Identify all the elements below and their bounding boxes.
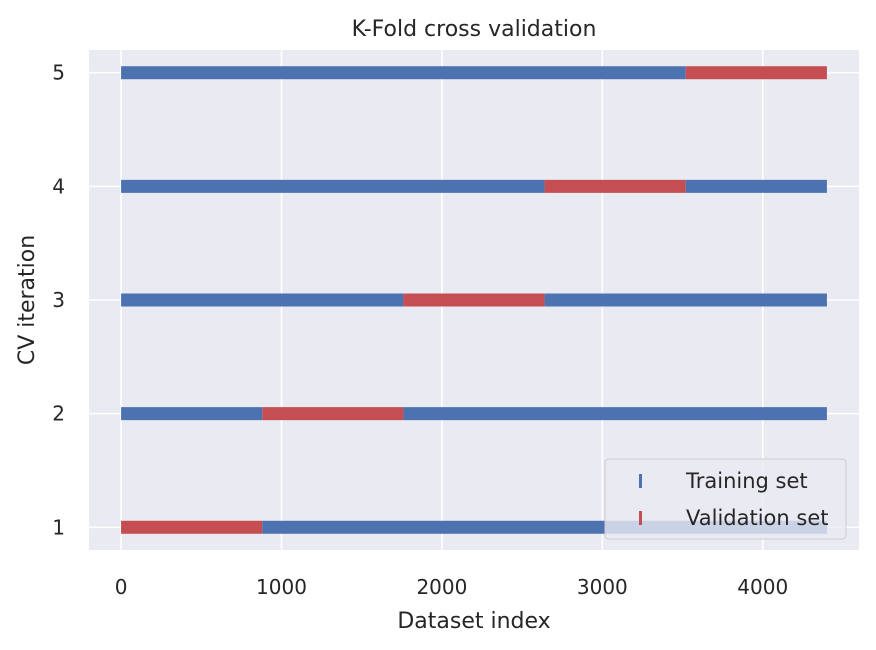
training-segment-iter-4 (121, 179, 545, 193)
training-segment-iter-4 (685, 179, 827, 193)
legend-validation-label: Validation set (686, 506, 828, 530)
x-tick-label: 2000 (416, 575, 467, 599)
legend-training-swatch (639, 474, 642, 488)
x-tick-label: 3000 (577, 575, 628, 599)
legend: Training set Validation set (604, 458, 847, 540)
validation-segment-iter-2 (262, 407, 404, 421)
x-ticks: 0 1000 2000 3000 4000 (115, 575, 788, 599)
y-ticks: 1 2 3 4 5 (52, 61, 65, 540)
chart-title: K-Fold cross validation (352, 17, 597, 42)
validation-segment-iter-1 (121, 520, 263, 534)
y-axis-label: CV iteration (15, 235, 40, 365)
training-segment-iter-3 (544, 293, 827, 307)
x-axis-label: Dataset index (397, 609, 550, 634)
y-tick-label: 1 (52, 515, 65, 539)
fold-bars (121, 66, 827, 534)
y-tick-label: 3 (52, 288, 65, 312)
legend-validation-swatch (639, 511, 642, 525)
validation-segment-iter-5 (685, 66, 827, 80)
legend-box (604, 458, 847, 540)
validation-segment-iter-4 (544, 179, 686, 193)
training-segment-iter-5 (121, 66, 686, 80)
validation-segment-iter-3 (403, 293, 545, 307)
y-tick-label: 5 (52, 61, 65, 85)
x-tick-label: 1000 (256, 575, 307, 599)
x-tick-label: 4000 (737, 575, 788, 599)
legend-training-label: Training set (685, 469, 808, 493)
training-segment-iter-2 (403, 407, 827, 421)
y-tick-label: 2 (52, 402, 65, 426)
y-tick-label: 4 (52, 174, 65, 198)
training-segment-iter-2 (121, 407, 263, 421)
x-tick-label: 0 (115, 575, 128, 599)
training-segment-iter-3 (121, 293, 404, 307)
